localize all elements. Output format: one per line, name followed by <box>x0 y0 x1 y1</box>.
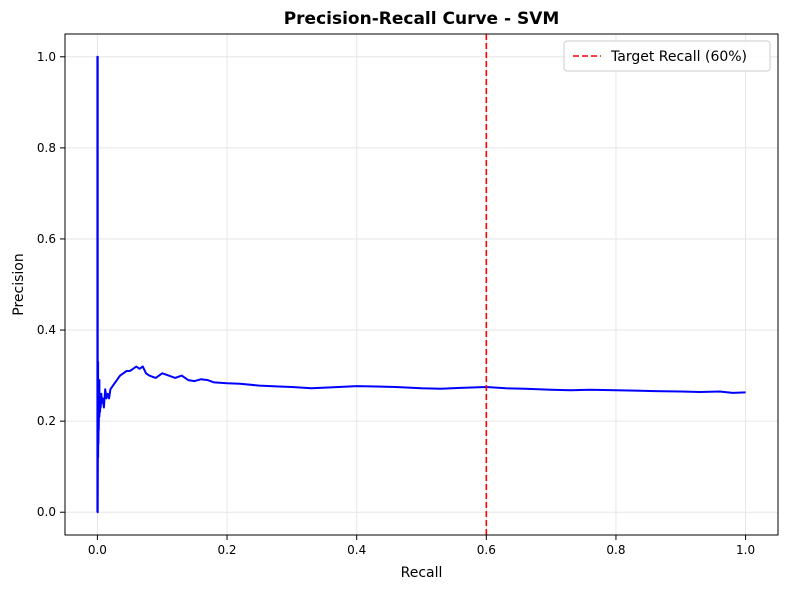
legend: Target Recall (60%) <box>563 40 771 72</box>
y-axis-ticks: 0.0 0.2 0.4 0.6 0.8 1.0 <box>37 50 65 519</box>
x-tick-label: 0.6 <box>477 543 496 557</box>
x-tick-label: 0.4 <box>347 543 366 557</box>
y-tick-label: 0.4 <box>37 323 56 337</box>
x-axis-title: Recall <box>401 565 443 581</box>
x-tick-label: 0.0 <box>88 543 107 557</box>
y-tick-label: 1.0 <box>37 50 56 64</box>
y-tick-label: 0.2 <box>37 414 56 428</box>
plot-area <box>96 34 746 535</box>
y-axis-title: Precision <box>11 253 27 315</box>
x-tick-label: 0.8 <box>606 543 625 557</box>
y-tick-label: 0.6 <box>37 232 56 246</box>
y-tick-label: 0.8 <box>37 141 56 155</box>
x-tick-label: 1.0 <box>736 543 755 557</box>
chart-title: Precision-Recall Curve - SVM <box>284 9 560 29</box>
legend-label: Target Recall (60%) <box>610 49 747 65</box>
grid <box>65 34 778 535</box>
plot-frame <box>64 33 779 536</box>
x-tick-label: 0.2 <box>217 543 236 557</box>
y-tick-label: 0.0 <box>37 505 56 519</box>
legend-box <box>563 40 771 72</box>
x-axis-ticks: 0.0 0.2 0.4 0.6 0.8 1.0 <box>88 535 755 557</box>
pr-curve-line <box>96 55 746 514</box>
